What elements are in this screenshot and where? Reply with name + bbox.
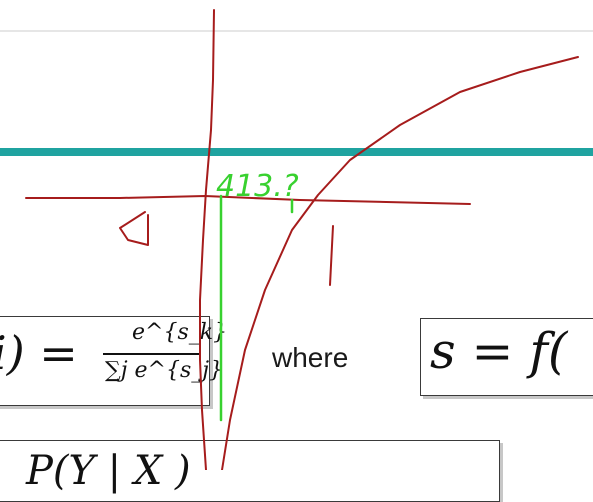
horizontal-axis-stroke	[25, 195, 471, 205]
top-divider	[0, 30, 593, 32]
softmax-denominator: ∑j e^{s_j}	[105, 358, 224, 383]
softmax-lhs: i) =	[0, 326, 78, 380]
softmax-formula-box	[0, 316, 210, 406]
pen-annotation-layer: 413.?	[25, 9, 579, 470]
vertical-axis-stroke	[199, 9, 215, 470]
teal-accent-bar	[0, 148, 593, 156]
where-label: where	[272, 342, 349, 373]
score-function-formula: s = f(	[430, 322, 568, 380]
log-curve-stroke	[221, 56, 579, 470]
tick-minus-one	[119, 211, 149, 246]
softmax-numerator: e^{s_k}	[132, 320, 228, 345]
score-function-box	[420, 318, 593, 396]
tick-plus-one	[329, 225, 334, 286]
green-handwritten-label: 413.?	[216, 169, 299, 204]
fraction-bar	[103, 353, 201, 355]
